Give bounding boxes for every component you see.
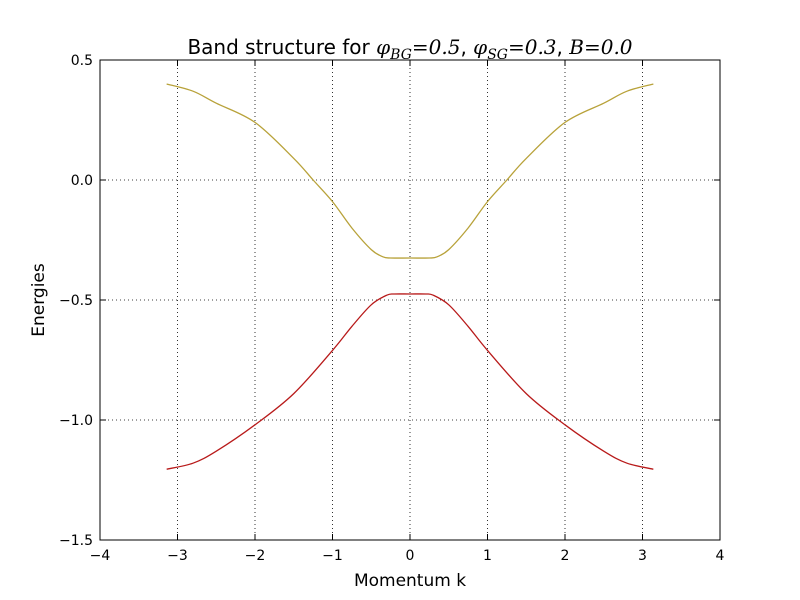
x-tick-label: 1: [483, 548, 492, 564]
x-tick-label: −3: [167, 548, 188, 564]
title-math-value: =0.5: [412, 35, 461, 59]
title-math-value: =0.3: [508, 35, 557, 59]
title-separator: ,: [460, 35, 473, 59]
x-tick-labels: −4 −3 −2 −1 0 1 2 3 4: [90, 548, 725, 564]
x-tick-label: 0: [406, 548, 415, 564]
y-tick-labels: −1.5 −1.0 −0.5 0.0 0.5: [59, 53, 93, 549]
y-tick-label: −1.5: [59, 533, 93, 549]
title-math-value: =0.0: [584, 35, 633, 59]
y-tick-label: −0.5: [59, 293, 93, 309]
title-math-subscript: BG: [389, 47, 412, 63]
y-tick-label: 0.0: [71, 173, 93, 189]
chart-title: Band structure for φBG=0.5, φSG=0.3, B=0…: [187, 35, 632, 63]
band-line-1: [166, 83, 654, 259]
x-tick-label: −2: [245, 548, 266, 564]
x-tick-label: 3: [638, 548, 647, 564]
y-axis-label: Energies: [29, 263, 49, 337]
y-tick-label: 0.5: [71, 53, 93, 69]
series-lines: [166, 83, 654, 470]
band-line-2: [166, 293, 654, 470]
title-separator: ,: [557, 35, 570, 59]
x-axis-label: Momentum k: [354, 571, 466, 591]
x-tick-label: 4: [716, 548, 725, 564]
title-math-symbol: B: [568, 35, 584, 59]
title-math-subscript: SG: [487, 47, 508, 63]
title-math-symbol: φ: [473, 35, 487, 59]
x-tick-label: 2: [561, 548, 570, 564]
y-tick-label: −1.0: [59, 413, 93, 429]
x-tick-label: −1: [322, 548, 343, 564]
title-text: Band structure for: [187, 35, 376, 59]
x-tick-label: −4: [90, 548, 111, 564]
tick-marks: [99, 59, 721, 541]
title-math-symbol: φ: [376, 35, 390, 59]
